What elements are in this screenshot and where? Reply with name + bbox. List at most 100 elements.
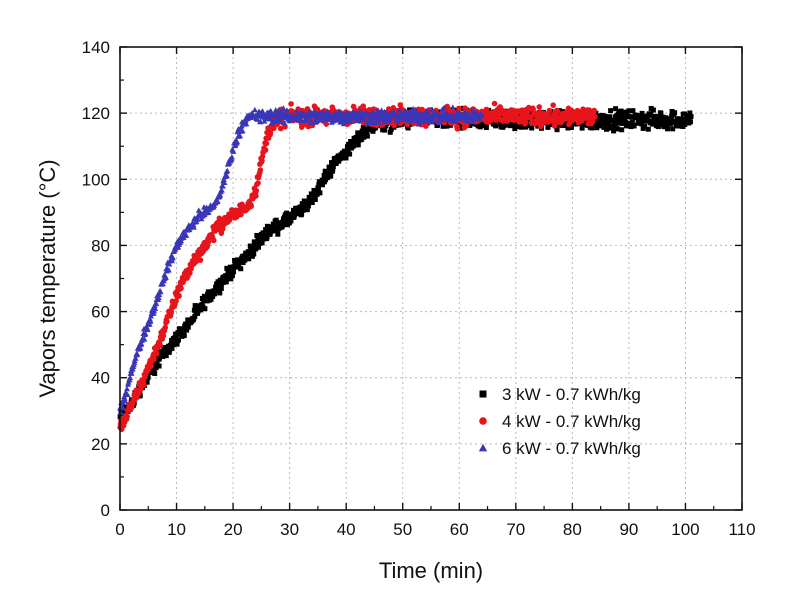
data-point (607, 114, 613, 120)
data-point (254, 232, 260, 238)
data-point (679, 116, 685, 122)
data-point (589, 125, 595, 131)
data-point (283, 210, 289, 216)
data-point (169, 255, 176, 261)
legend-marker (478, 443, 488, 452)
data-point (223, 172, 230, 179)
data-point (195, 308, 201, 314)
data-point (270, 221, 276, 227)
data-point (361, 134, 367, 140)
x-axis-title: Time (min) (379, 558, 483, 583)
data-point (328, 173, 334, 179)
data-point (471, 115, 478, 122)
data-point (491, 100, 498, 107)
data-point (259, 108, 266, 114)
x-tick-label: 70 (506, 520, 525, 539)
data-point (246, 256, 252, 262)
data-point (231, 269, 237, 275)
data-point (340, 120, 347, 127)
axis-ticks: 0 10 20 30 40 50 60 70 80 90 100 110 0 20 40 60 80 100 120… (82, 38, 756, 539)
data-point (273, 217, 279, 223)
data-point (656, 114, 662, 120)
data-point (639, 110, 645, 116)
data-point (242, 257, 248, 263)
data-point (315, 186, 321, 192)
data-point (238, 266, 244, 272)
legend-label: 6 kW - 0.7 kWh/kg (502, 439, 641, 458)
data-point (190, 224, 197, 230)
data-point (388, 126, 394, 132)
x-tick-label: 90 (619, 520, 638, 539)
data-point (440, 123, 446, 129)
data-point (263, 227, 269, 233)
data-point (348, 118, 355, 124)
data-point (554, 109, 561, 115)
data-point (267, 129, 274, 136)
data-point (210, 294, 216, 300)
data-point (255, 180, 261, 186)
data-point (220, 176, 227, 182)
data-point (664, 122, 670, 128)
data-point (152, 305, 159, 311)
data-point (522, 119, 529, 126)
y-axis-title: Vapors temperature (°C) (35, 159, 60, 397)
data-point (638, 117, 644, 123)
data-point (672, 110, 678, 116)
data-point (205, 289, 211, 295)
data-point (385, 106, 392, 112)
data-point (223, 279, 229, 285)
data-point (157, 288, 164, 295)
series-1 (117, 105, 694, 420)
data-point (454, 126, 461, 132)
data-point (253, 193, 259, 199)
data-point (229, 273, 235, 279)
x-tick-label: 10 (167, 520, 186, 539)
data-point (217, 191, 224, 198)
data-point (176, 293, 182, 299)
data-point (613, 106, 619, 112)
data-point (317, 190, 323, 196)
data-point (277, 117, 284, 124)
data-point (151, 368, 157, 374)
series-2 (117, 100, 598, 433)
data-point (127, 374, 134, 380)
data-point (687, 119, 693, 125)
data-point (254, 116, 261, 122)
data-point (622, 112, 628, 118)
data-point (151, 356, 157, 362)
legend: 3 kW - 0.7 kWh/kg 4 kW - 0.7 kWh/kg 6 kW… (478, 385, 641, 458)
y-tick-label: 40 (91, 369, 110, 388)
data-point (622, 116, 628, 122)
data-point (592, 113, 598, 120)
data-point (187, 270, 193, 276)
x-tick-label: 100 (671, 520, 699, 539)
data-point (300, 207, 306, 213)
data-point (536, 104, 543, 110)
data-point (650, 121, 656, 127)
data-point (224, 167, 231, 174)
data-point (509, 122, 515, 128)
data-point (262, 147, 269, 153)
data-point (173, 298, 179, 304)
data-point (221, 279, 227, 285)
data-point (208, 296, 214, 302)
data-point (515, 124, 521, 130)
data-point (283, 107, 290, 113)
x-tick-label: 50 (393, 520, 412, 539)
data-point (141, 336, 148, 342)
data-point (257, 167, 264, 173)
data-point (619, 127, 625, 133)
data-point (613, 121, 619, 127)
data-point (304, 207, 310, 213)
data-point (428, 106, 435, 112)
data-point (345, 148, 351, 154)
data-point (205, 209, 212, 215)
data-point (163, 353, 169, 359)
data-point (355, 117, 362, 124)
data-point (358, 131, 364, 137)
data-point (144, 326, 151, 332)
data-point (212, 291, 218, 297)
data-point (134, 351, 141, 357)
data-point (423, 107, 430, 114)
data-point (277, 125, 284, 132)
